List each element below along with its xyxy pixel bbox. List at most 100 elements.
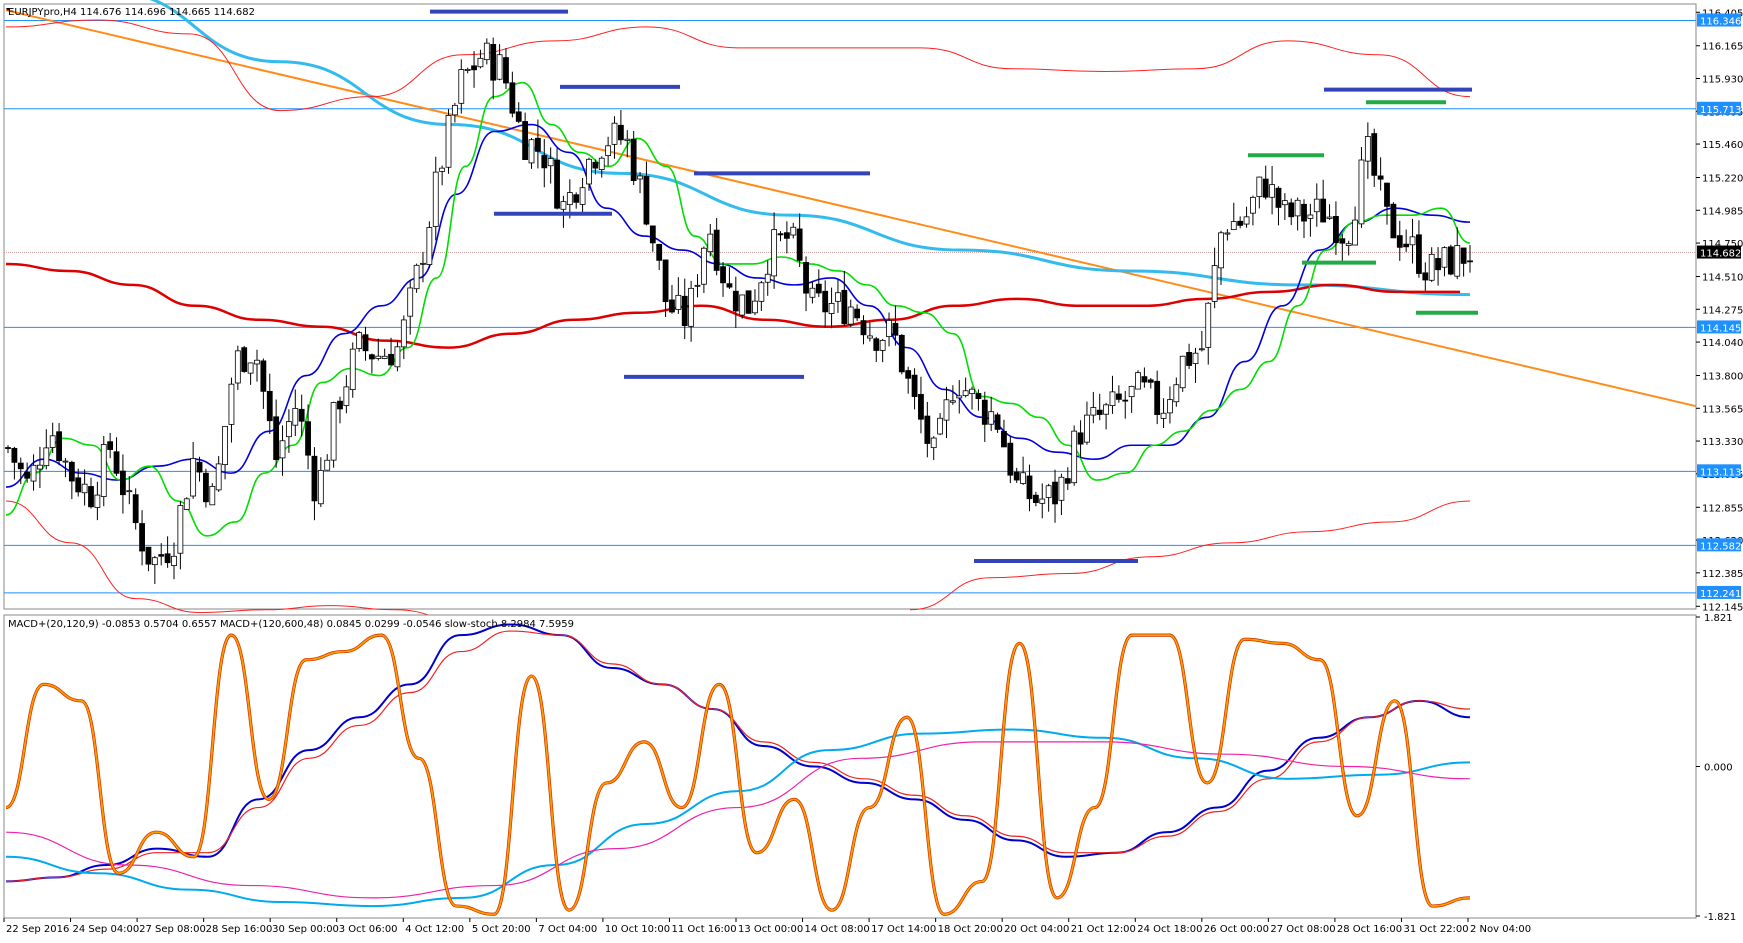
candle (860, 315, 867, 345)
candle (624, 130, 631, 158)
candle (1371, 128, 1378, 187)
candle (145, 546, 152, 572)
candle (1026, 464, 1033, 512)
candle-body (892, 322, 899, 336)
candle-body (777, 233, 784, 236)
candle-body (266, 390, 273, 422)
candle-body (547, 158, 554, 167)
candle (292, 389, 299, 437)
candle-body (656, 243, 663, 261)
candle (1269, 165, 1275, 215)
candle (458, 59, 465, 114)
candle-body (988, 411, 995, 425)
candle-body (62, 460, 69, 463)
candle-body (905, 370, 912, 379)
candle (196, 456, 203, 482)
candle (1103, 402, 1109, 430)
time-tick-label: 14 Oct 08:00 (805, 924, 870, 935)
candle (835, 279, 841, 313)
candle-body (254, 359, 260, 365)
candle-body (68, 461, 75, 482)
candle (847, 299, 854, 328)
candle (1218, 230, 1224, 285)
candle-body (203, 472, 209, 503)
candle-body (1237, 220, 1244, 226)
candle-body (1211, 265, 1218, 302)
candle (764, 260, 771, 296)
candle (547, 147, 554, 184)
candle-body (1250, 196, 1256, 214)
candle (209, 483, 216, 506)
candle (1428, 247, 1435, 282)
candle (451, 102, 458, 123)
candle-body (509, 82, 516, 114)
candle-body (707, 233, 714, 253)
level-label: 112.582 (1700, 541, 1741, 552)
candle-body (726, 283, 733, 288)
candle (17, 457, 24, 485)
indicator-tick-label: 0.000 (1704, 763, 1733, 774)
candle-body (1192, 352, 1199, 365)
time-tick-label: 18 Oct 20:00 (938, 924, 1003, 935)
candle (471, 51, 477, 88)
candle-body (1396, 235, 1403, 248)
candle-body (643, 175, 650, 225)
candle-body (88, 486, 94, 508)
candle-body (637, 175, 643, 180)
candle (1339, 234, 1346, 261)
candle-body (1403, 243, 1410, 248)
candle-body (1090, 407, 1097, 416)
candle (68, 460, 75, 500)
candle-body (815, 283, 822, 294)
candle (1390, 202, 1397, 239)
candle-body (490, 44, 497, 81)
candle (1237, 216, 1244, 229)
price-panel (3, 0, 1697, 621)
candle-body (496, 54, 503, 80)
candle (1077, 420, 1084, 458)
candle (1096, 393, 1103, 421)
candle (515, 102, 522, 124)
candle-body (145, 546, 152, 565)
candle (1396, 220, 1403, 261)
upper-envelope (5, 19, 1471, 112)
candle (1435, 247, 1441, 286)
candle-body (209, 485, 216, 506)
candle-body (847, 306, 854, 325)
candle-body (305, 421, 311, 456)
candle-body (1243, 216, 1250, 225)
candle (598, 156, 605, 178)
candle-body (918, 394, 924, 420)
candle (1122, 390, 1129, 419)
candle (828, 287, 835, 329)
time-tick-label: 4 Oct 12:00 (405, 924, 464, 935)
price-tick-label: 114.275 (1702, 305, 1743, 316)
candle-body (17, 462, 24, 470)
candle-body (1128, 385, 1135, 398)
candle (771, 212, 778, 289)
candle (266, 373, 273, 434)
candle-body (43, 447, 50, 467)
indicator-lines (5, 0, 1697, 621)
candle (254, 349, 260, 382)
candle-body (828, 303, 835, 314)
candle (962, 377, 969, 398)
candle-body (222, 425, 228, 466)
candle-body (598, 157, 605, 170)
candle (234, 345, 241, 391)
candle (298, 394, 305, 437)
candle (1416, 220, 1422, 278)
candle-body (669, 299, 675, 313)
candle-body (171, 555, 177, 566)
candle-body (1307, 214, 1314, 219)
candle-body (720, 266, 726, 284)
candle (949, 385, 956, 405)
menu-triangle-icon[interactable] (6, 8, 10, 11)
candle (1460, 247, 1467, 277)
candle (164, 536, 171, 568)
candle (30, 454, 37, 491)
candle (49, 422, 56, 453)
candle-body (649, 225, 656, 244)
candle (1160, 398, 1167, 428)
candle-body (247, 362, 254, 374)
